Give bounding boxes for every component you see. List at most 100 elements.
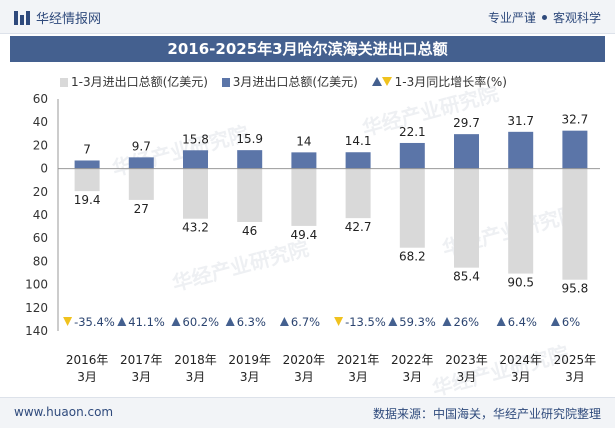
x-tick-label-month: 3月 bbox=[511, 370, 531, 384]
y-tick-label: 20 bbox=[33, 138, 48, 152]
chart-title: 2016-2025年3月哈尔滨海关进出口总额 bbox=[10, 36, 605, 62]
bar-cumulative bbox=[399, 168, 425, 248]
bar-cumulative-label: 85.4 bbox=[453, 270, 480, 284]
x-tick-label-year: 2017年 bbox=[120, 353, 163, 367]
bar-cumulative-label: 95.8 bbox=[562, 282, 589, 296]
bar-cumulative-label: 43.2 bbox=[182, 221, 209, 235]
bar-monthly bbox=[508, 131, 534, 169]
bar-monthly bbox=[399, 142, 425, 169]
x-tick-label-year: 2024年 bbox=[499, 353, 542, 367]
bar-chart: 60 40 20 0 20 40 60 80 100 120 140 19.4 7 -35.4% 2016年… bbox=[25, 92, 600, 384]
bar-cumulative bbox=[74, 168, 100, 192]
x-tick-label-year: 2016年 bbox=[66, 353, 109, 367]
growth-up-triangle-icon bbox=[117, 317, 127, 326]
bar-monthly-label: 15.8 bbox=[182, 132, 209, 146]
x-tick-label-month: 3月 bbox=[294, 370, 314, 384]
x-tick-label-month: 3月 bbox=[131, 370, 151, 384]
growth-rate-label: 41.1% bbox=[128, 315, 165, 329]
x-tick-label-month: 3月 bbox=[402, 370, 422, 384]
legend-item-cumulative: 1-3月进出口总额(亿美元) bbox=[60, 73, 208, 90]
growth-up-triangle-icon bbox=[388, 317, 398, 326]
growth-up-triangle-icon bbox=[279, 317, 289, 326]
x-tick-label-month: 3月 bbox=[186, 370, 206, 384]
x-tick-label-month: 3月 bbox=[240, 370, 260, 384]
bar-cumulative-label: 46 bbox=[242, 224, 257, 238]
x-tick-label-year: 2019年 bbox=[228, 353, 271, 367]
brand: 华经情报网 bbox=[14, 8, 101, 27]
x-tick-label-year: 2025年 bbox=[554, 353, 597, 367]
growth-rate-label: 6.3% bbox=[237, 315, 266, 329]
bar-cumulative bbox=[183, 168, 208, 219]
growth-rate-label: 26% bbox=[454, 315, 480, 329]
bar-monthly-label: 29.7 bbox=[453, 116, 480, 130]
bar-monthly-label: 15.9 bbox=[236, 132, 263, 146]
footer-source: 数据来源：中国海关，华经产业研究院整理 bbox=[372, 407, 601, 421]
y-tick-label: 40 bbox=[33, 115, 48, 129]
tagline-1: 专业严谨 bbox=[487, 11, 536, 25]
growth-up-triangle-icon bbox=[496, 317, 506, 326]
growth-up-triangle-icon bbox=[171, 317, 181, 326]
legend-item-monthly: 3月进出口总额(亿美元) bbox=[221, 73, 358, 90]
growth-rate-label: -13.5% bbox=[345, 315, 386, 329]
legend-label-cumulative: 1-3月进出口总额(亿美元) bbox=[71, 75, 208, 89]
x-tick-label-year: 2023年 bbox=[445, 353, 488, 367]
brand-name: 华经情报网 bbox=[36, 12, 102, 27]
bar-monthly-label: 14.1 bbox=[345, 134, 372, 148]
x-tick-label-month: 3月 bbox=[565, 370, 585, 384]
bar-monthly bbox=[562, 130, 588, 169]
legend-label-growth: 1-3月同比增长率(%) bbox=[394, 75, 507, 89]
legend-down-triangle-icon bbox=[381, 77, 392, 86]
bar-monthly bbox=[74, 160, 100, 169]
y-tick-label: 80 bbox=[33, 254, 48, 268]
x-tick-label-year: 2020年 bbox=[283, 353, 326, 367]
bar-monthly-label: 22.1 bbox=[399, 125, 426, 139]
growth-rate-label: 6.4% bbox=[508, 315, 537, 329]
bar-monthly bbox=[128, 157, 154, 169]
legend-up-triangle-icon bbox=[371, 77, 382, 86]
bar-cumulative-label: 68.2 bbox=[399, 250, 426, 264]
x-tick-label-year: 2022年 bbox=[391, 353, 434, 367]
legend-item-growth: 1-3月同比增长率(%) bbox=[371, 73, 507, 90]
growth-down-triangle-icon bbox=[334, 317, 344, 326]
legend-label-monthly: 3月进出口总额(亿美元) bbox=[232, 75, 358, 89]
tagline-dot bbox=[541, 15, 547, 20]
bar-monthly-label: 32.7 bbox=[562, 113, 589, 127]
growth-rate-label: 6.7% bbox=[291, 315, 320, 329]
tagline-2: 客观科学 bbox=[552, 11, 601, 25]
bar-monthly-label: 14 bbox=[296, 134, 311, 148]
bar-monthly-label: 9.7 bbox=[132, 139, 151, 153]
y-tick-label: 20 bbox=[33, 185, 48, 199]
growth-rate-label: 6% bbox=[562, 315, 580, 329]
y-tick-label: 0 bbox=[40, 162, 48, 176]
x-tick-label-month: 3月 bbox=[348, 370, 368, 384]
legend-swatch-cumulative bbox=[60, 78, 68, 87]
bar-cumulative-label: 27 bbox=[134, 202, 149, 216]
bar-monthly-label: 31.7 bbox=[507, 114, 534, 128]
growth-up-triangle-icon bbox=[225, 317, 235, 326]
bar-monthly bbox=[454, 134, 479, 169]
brand-logo-icon bbox=[14, 11, 30, 25]
x-tick-label-month: 3月 bbox=[77, 370, 97, 384]
footer: www.huaon.com 数据来源：中国海关，华经产业研究院整理 bbox=[0, 397, 615, 428]
growth-down-triangle-icon bbox=[63, 317, 73, 326]
bar-monthly bbox=[237, 150, 263, 169]
growth-rate-label: -35.4% bbox=[74, 315, 115, 329]
bar-cumulative-label: 49.4 bbox=[291, 228, 318, 242]
bar-cumulative bbox=[237, 168, 263, 222]
y-tick-label: 100 bbox=[25, 278, 48, 292]
growth-rate-label: 59.3% bbox=[399, 315, 436, 329]
y-tick-label: 60 bbox=[33, 231, 48, 245]
y-tick-label: 60 bbox=[33, 92, 48, 106]
top-bar: 华经情报网 专业严谨 客观科学 bbox=[0, 0, 615, 34]
x-tick-label-year: 2021年 bbox=[337, 353, 380, 367]
x-tick-label-year: 2018年 bbox=[174, 353, 217, 367]
bar-cumulative bbox=[562, 168, 588, 280]
bar-cumulative bbox=[454, 168, 479, 268]
bar-cumulative bbox=[508, 168, 534, 274]
chart-legend: 1-3月进出口总额(亿美元) 3月进出口总额(亿美元) 1-3月同比增长率(%) bbox=[60, 73, 517, 90]
bar-cumulative bbox=[291, 168, 317, 226]
footer-site: www.huaon.com bbox=[14, 405, 114, 419]
legend-swatch-monthly bbox=[221, 78, 230, 87]
y-tick-label: 40 bbox=[33, 208, 48, 222]
growth-rate-label: 60.2% bbox=[183, 315, 220, 329]
